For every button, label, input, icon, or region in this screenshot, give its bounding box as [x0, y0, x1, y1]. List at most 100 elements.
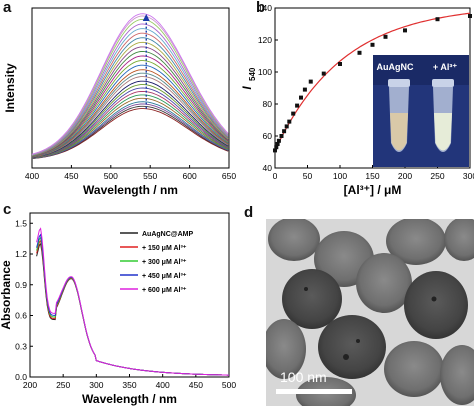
- emission-curve: [31, 37, 229, 156]
- emission-curve: [31, 80, 229, 158]
- x-tick-label: 400: [25, 171, 39, 181]
- emission-curve: [31, 101, 229, 159]
- panel-label-b: b: [256, 0, 266, 16]
- x-axis-label: Wavelength / nm: [83, 183, 178, 197]
- legend-label: + 300 μM Al³⁺: [142, 259, 187, 266]
- absorbance-curve: [36, 233, 229, 376]
- y-axis-label-main: I: [240, 86, 254, 90]
- emission-curve: [31, 41, 229, 156]
- y-tick-label: 0.3: [15, 341, 27, 351]
- x-tick-label: 50: [303, 171, 313, 181]
- y-tick-label: 1.2: [15, 249, 27, 259]
- x-tick-label: 100: [333, 171, 347, 181]
- emission-curve: [31, 87, 229, 159]
- emission-curve: [31, 50, 229, 157]
- chart-b-intensity-vs-al: 0 50 100 150 200 250 300 40 60 80 100 120 140 [Al³⁺] …: [240, 3, 474, 197]
- data-point: [308, 79, 313, 84]
- data-point: [338, 62, 342, 66]
- arrow-head: [142, 14, 150, 21]
- data-point: [279, 134, 284, 138]
- tube-cap: [432, 79, 454, 87]
- y-tick-label: 1.5: [15, 218, 27, 228]
- emission-curve: [31, 18, 229, 155]
- x-tick-label: 0: [273, 171, 278, 181]
- emission-curve: [31, 72, 229, 158]
- x-tick-label: 650: [222, 171, 236, 181]
- data-point: [468, 14, 472, 18]
- y-axis-label: Absorbance: [0, 260, 13, 330]
- y-axis-label-sub: 540: [248, 67, 257, 81]
- x-tick-label: 250: [430, 171, 444, 181]
- y-axis-label: Intensity: [3, 63, 17, 113]
- data-point: [302, 87, 307, 92]
- data-point: [321, 71, 326, 76]
- x-tick-label: 200: [23, 380, 37, 390]
- data-point: [282, 129, 287, 134]
- y-tick-label: 80: [263, 99, 273, 109]
- y-tick-label: 60: [263, 131, 273, 141]
- y-tick-label: 0.0: [15, 372, 27, 382]
- tube-liquid: [390, 113, 408, 151]
- emission-curve: [31, 76, 229, 158]
- data-point: [274, 145, 279, 150]
- x-tick-label: 550: [143, 171, 157, 181]
- emission-curve: [31, 97, 229, 159]
- x-axis-label: [Al³⁺] / μM: [344, 183, 402, 197]
- x-axis-label: Wavelength / nm: [82, 392, 177, 406]
- data-point: [295, 103, 300, 108]
- absorbance-curve: [36, 236, 229, 376]
- legend-label: + 150 μM Al³⁺: [142, 245, 187, 252]
- data-point: [357, 50, 362, 55]
- x-tick-label: 600: [183, 171, 197, 181]
- x-tick-label: 350: [122, 380, 136, 390]
- inset-label-right: + Al³⁺: [433, 62, 457, 72]
- x-tick-label: 150: [365, 171, 379, 181]
- plot-frame: [31, 7, 230, 169]
- inset-photo: AuAgNC + Al³⁺: [373, 55, 469, 167]
- emission-curve: [31, 84, 229, 158]
- y-tick-label: 140: [258, 3, 272, 13]
- absorbance-curve: [36, 227, 229, 376]
- y-tick-label: 0.6: [15, 311, 27, 321]
- panel-label-c: c: [3, 201, 12, 218]
- scale-bar: [276, 389, 352, 394]
- emission-curve: [31, 46, 229, 157]
- x-tick-label: 300: [463, 171, 474, 181]
- emission-curve: [31, 69, 229, 158]
- x-tick-label: 300: [89, 380, 103, 390]
- absorbance-curve: [36, 242, 229, 376]
- emission-curve: [31, 28, 229, 156]
- data-point: [435, 17, 440, 22]
- emission-curve: [31, 55, 229, 157]
- x-tick-label: 250: [56, 380, 70, 390]
- inset-label-left: AuAgNC: [377, 62, 414, 72]
- y-tick-label: 100: [258, 67, 272, 77]
- tube-cap: [388, 79, 410, 87]
- y-tick-label: 40: [263, 163, 273, 173]
- tube-right: [432, 79, 454, 152]
- chart-c-absorbance: 200 250 300 350 400 450 500 0.0 0.3 0.6 0.9 1.2 1.5 W…: [0, 212, 236, 406]
- data-point: [383, 34, 388, 39]
- legend-label: + 600 μM Al³⁺: [142, 287, 187, 294]
- tem-micrograph: 100 nm: [266, 219, 474, 406]
- emission-curve: [31, 64, 229, 158]
- data-point: [299, 95, 303, 100]
- x-tick-label: 400: [156, 380, 170, 390]
- x-tick-label: 200: [398, 171, 412, 181]
- data-point: [287, 119, 292, 124]
- data-point: [370, 42, 375, 47]
- data-point: [403, 28, 407, 33]
- emission-curve: [31, 90, 229, 159]
- emission-curve: [31, 13, 229, 155]
- data-point: [273, 148, 277, 153]
- y-axis-label: I 540: [240, 67, 257, 90]
- data-point: [284, 124, 289, 129]
- inset-lower: [373, 85, 469, 167]
- legend-label: AuAgNC@AMP: [142, 231, 193, 238]
- scale-bar-label: 100 nm: [280, 369, 327, 385]
- tube-liquid: [434, 113, 452, 151]
- emission-curve: [31, 23, 229, 156]
- x-tick-label: 500: [104, 171, 118, 181]
- data-point: [276, 138, 281, 143]
- x-tick-label: 450: [64, 171, 78, 181]
